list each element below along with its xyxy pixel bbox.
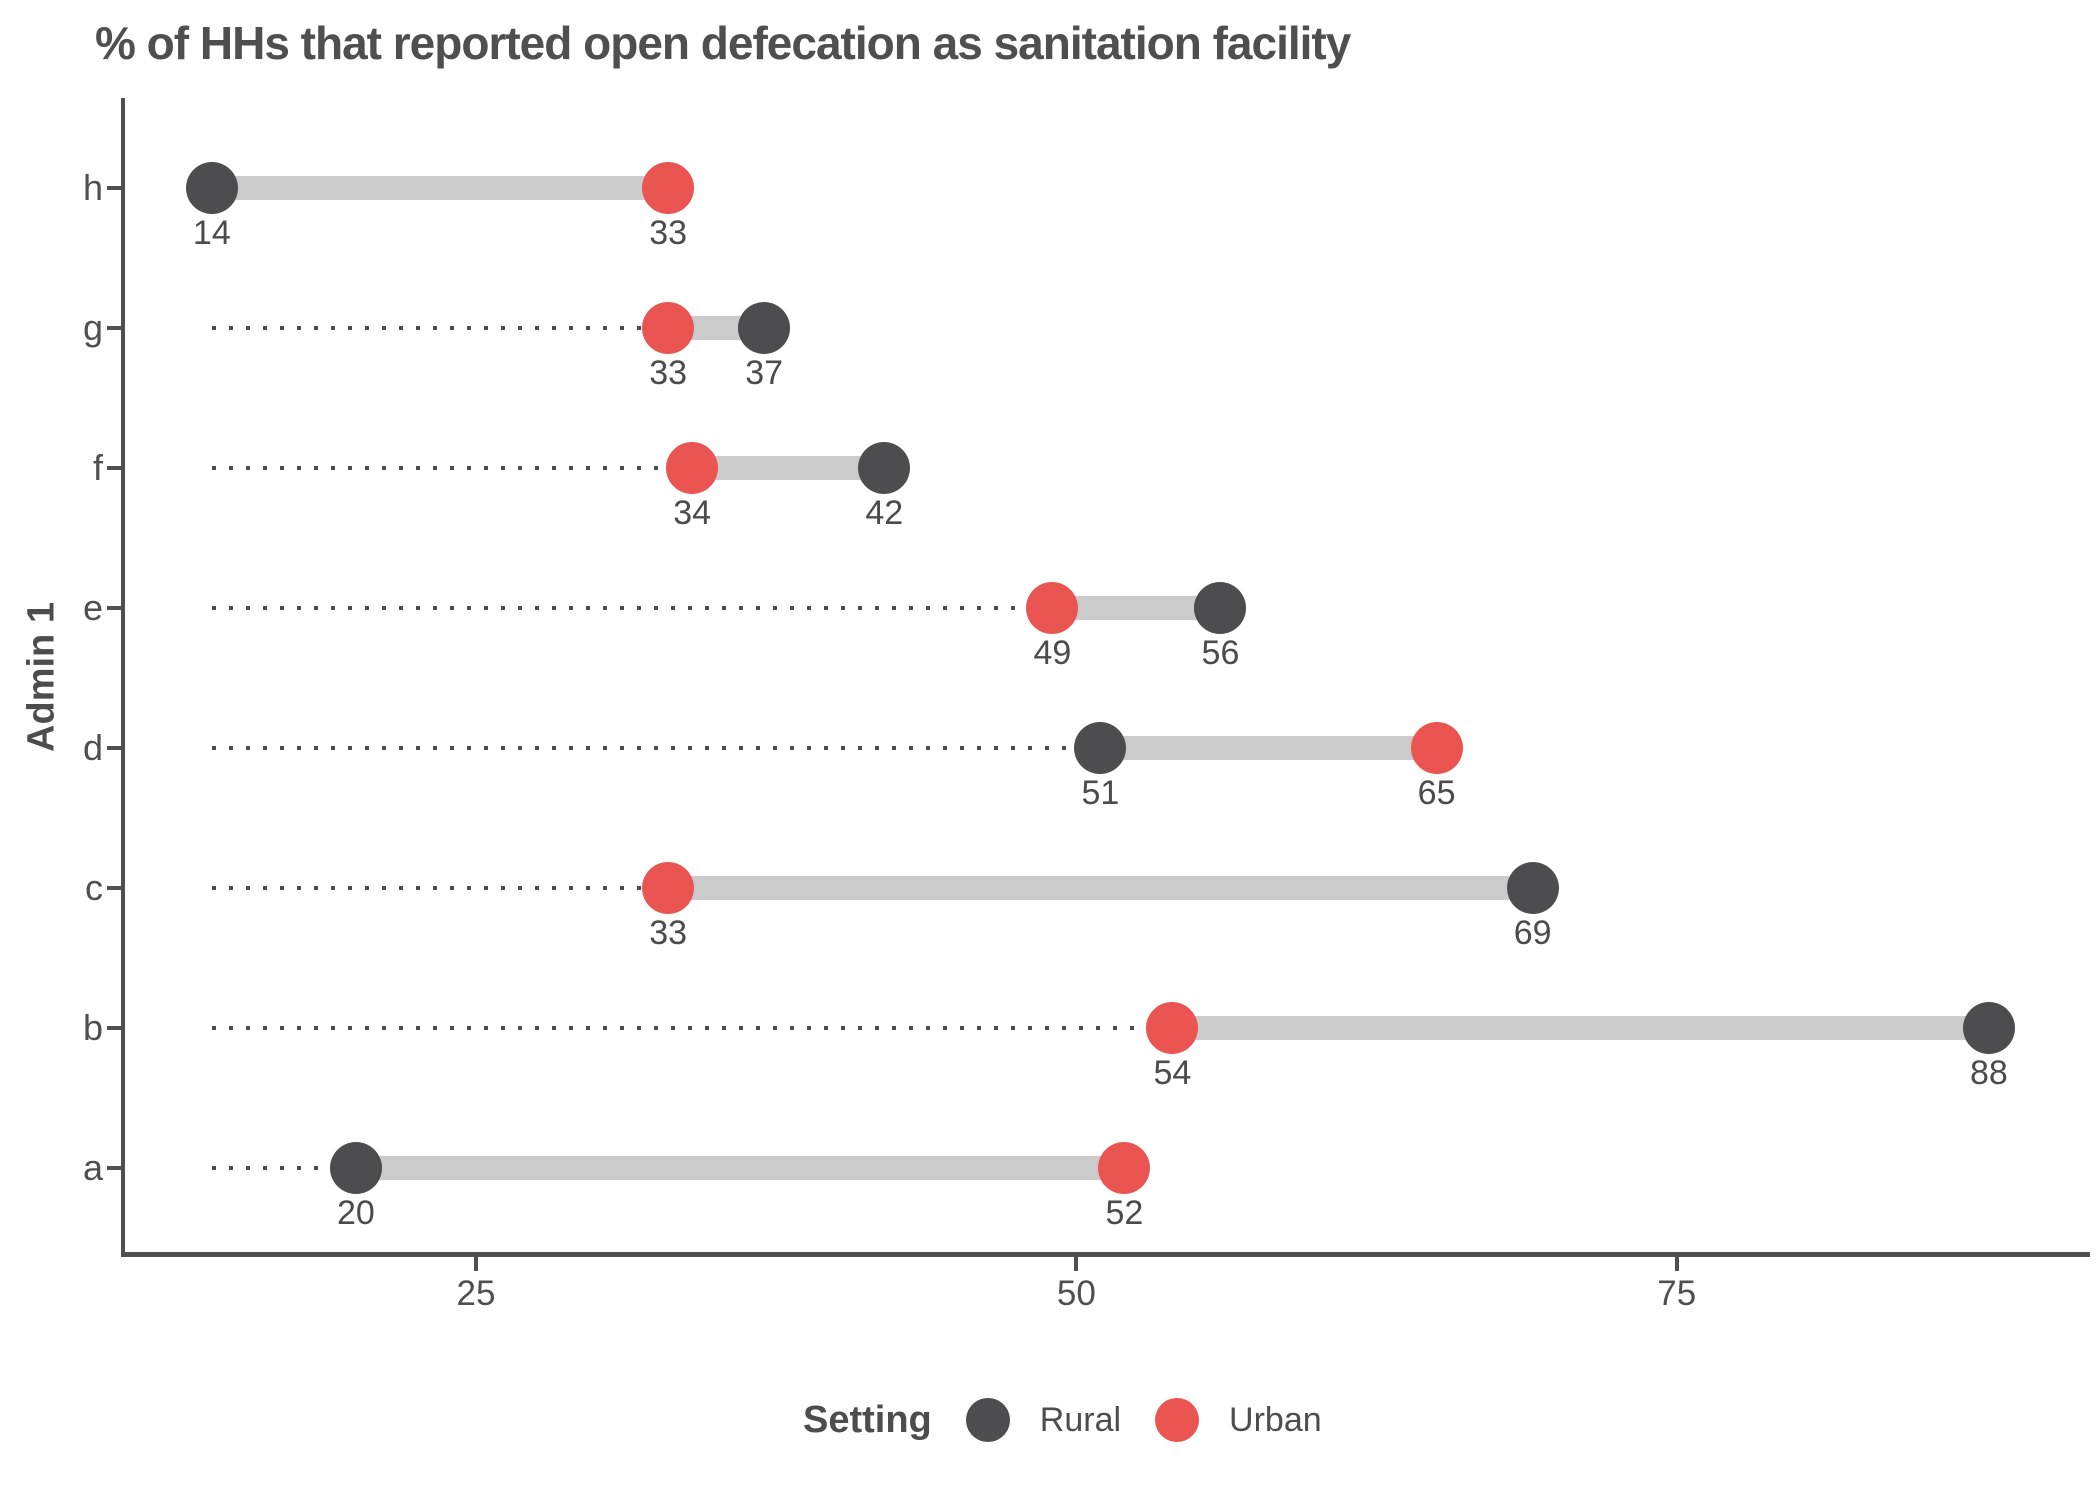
y-axis-tick	[107, 1166, 123, 1170]
value-label: 33	[649, 214, 688, 252]
urban-dot-icon	[1155, 1398, 1200, 1442]
leader-line	[211, 326, 669, 330]
category-label-e: e	[82, 587, 103, 628]
connector-bar	[1172, 1016, 1989, 1040]
urban-dot-b	[1146, 1002, 1199, 1054]
legend: Setting Rural Urban	[803, 1394, 1322, 1446]
value-label: 69	[1513, 914, 1552, 952]
connector-bar	[668, 876, 1533, 900]
urban-dot-g	[642, 302, 695, 354]
legend-item-urban: Urban	[1155, 1398, 1322, 1442]
category-label-c: c	[85, 867, 103, 908]
value-label: 14	[192, 214, 231, 252]
y-axis-tick	[107, 886, 123, 890]
value-label: 42	[865, 494, 904, 532]
value-label: 33	[649, 914, 688, 952]
connector-bar	[1100, 736, 1437, 760]
category-label-h: h	[82, 167, 103, 208]
chart-title: % of HHs that reported open defecation a…	[95, 17, 1351, 69]
y-axis-tick	[107, 1026, 123, 1030]
category-label-d: d	[82, 727, 103, 768]
value-label: 88	[1970, 1054, 2008, 1092]
value-label: 51	[1081, 774, 1120, 812]
value-label: 56	[1201, 634, 1240, 672]
x-axis-tick	[474, 1257, 479, 1271]
x-axis-line	[121, 1252, 2090, 1257]
leader-line	[211, 606, 1053, 610]
urban-dot-f	[666, 442, 719, 494]
value-label: 65	[1417, 774, 1456, 812]
rural-dot-d	[1074, 722, 1127, 774]
rural-dot-g	[738, 302, 791, 354]
category-label-f: f	[92, 447, 103, 488]
rural-dot-b	[1962, 1002, 2015, 1054]
connector-bar	[355, 1156, 1125, 1180]
legend-label-rural: Rural	[1039, 1400, 1122, 1439]
y-axis-tick	[107, 326, 123, 330]
legend-item-rural: Rural	[965, 1398, 1122, 1442]
value-label: 33	[649, 354, 688, 392]
y-axis-tick	[107, 466, 123, 470]
leader-line	[211, 746, 1101, 750]
urban-dot-c	[642, 862, 695, 914]
legend-title: Setting	[803, 1398, 932, 1441]
rural-dot-e	[1194, 582, 1247, 634]
y-axis-tick	[107, 186, 123, 190]
urban-dot-e	[1026, 582, 1079, 634]
value-label: 52	[1105, 1194, 1144, 1232]
leader-line	[211, 466, 693, 470]
value-label: 54	[1153, 1054, 1192, 1092]
rural-dot-h	[185, 162, 238, 214]
urban-dot-a	[1098, 1142, 1151, 1194]
rural-dot-c	[1506, 862, 1559, 914]
value-label: 49	[1033, 634, 1072, 672]
leader-line	[211, 886, 669, 890]
category-label-a: a	[82, 1147, 103, 1188]
value-label: 37	[745, 354, 784, 392]
urban-dot-d	[1410, 722, 1463, 774]
leader-line	[211, 1026, 1173, 1030]
rural-dot-f	[858, 442, 911, 494]
value-label: 20	[337, 1194, 375, 1232]
x-tick-label: 25	[456, 1274, 496, 1313]
y-axis-line	[121, 98, 125, 1257]
rural-dot-icon	[965, 1398, 1010, 1442]
connector-bar	[1052, 596, 1221, 620]
category-label-b: b	[82, 1007, 103, 1048]
legend-label-urban: Urban	[1229, 1400, 1322, 1439]
x-tick-label: 50	[1056, 1274, 1096, 1313]
x-axis-tick	[1674, 1257, 1679, 1271]
rural-dot-a	[329, 1142, 382, 1194]
connector-bar	[211, 176, 669, 200]
connector-bar	[692, 456, 885, 480]
x-tick-label: 75	[1657, 1274, 1697, 1313]
leader-line	[211, 1166, 356, 1170]
urban-dot-h	[642, 162, 695, 214]
category-label-g: g	[82, 307, 103, 348]
y-axis-tick	[107, 746, 123, 750]
x-axis-tick	[1074, 1257, 1079, 1271]
y-axis-tick	[107, 606, 123, 610]
value-label: 34	[673, 494, 712, 532]
